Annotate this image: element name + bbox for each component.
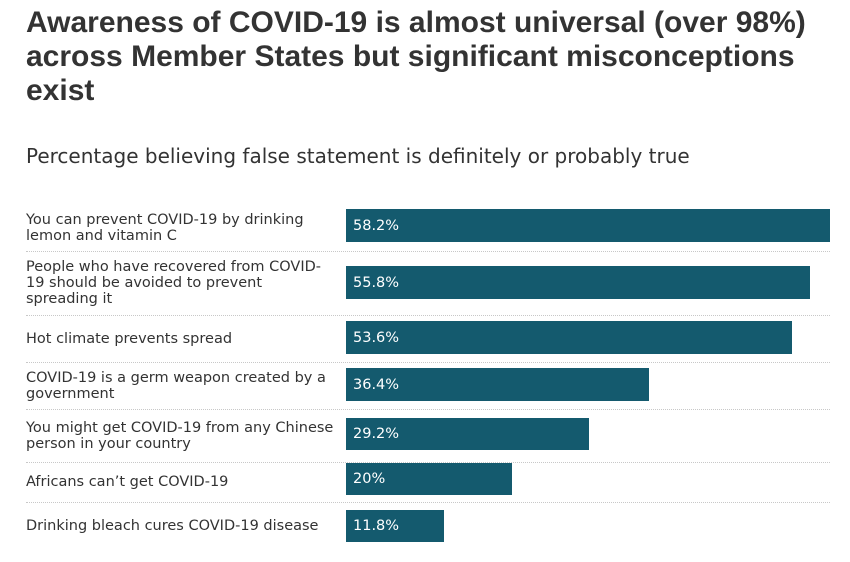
bar — [346, 368, 649, 401]
category-label: Hot climate prevents spread — [26, 330, 233, 347]
bar-value-label: 55.8% — [353, 275, 400, 291]
bar-value-label: 20% — [353, 471, 386, 487]
category-label: You can prevent COVID-19 by drinking lem… — [26, 211, 304, 244]
row-divider — [26, 362, 830, 363]
category-label: Drinking bleach cures COVID-19 disease — [26, 517, 319, 534]
bar-value-label: 53.6% — [353, 330, 400, 346]
bar — [346, 321, 792, 354]
chart-title: Awareness of COVID-19 is almost universa… — [26, 6, 806, 107]
bar-value-label: 11.8% — [353, 518, 400, 534]
category-label: You might get COVID-19 from any Chinese … — [26, 419, 334, 452]
row-divider — [26, 315, 830, 316]
bar-value-label: 29.2% — [353, 426, 400, 442]
bar — [346, 266, 810, 299]
bar-value-label: 36.4% — [353, 377, 400, 393]
bar-value-label: 58.2% — [353, 218, 400, 234]
row-divider — [26, 251, 830, 252]
bar — [346, 209, 830, 242]
bar — [346, 463, 512, 495]
category-label: COVID-19 is a germ weapon created by a g… — [26, 369, 326, 402]
category-label: Africans can’t get COVID-19 — [26, 474, 229, 490]
row-divider — [26, 409, 830, 410]
category-label: People who have recovered from COVID-19 … — [26, 259, 322, 307]
row-divider — [26, 462, 830, 463]
row-divider — [26, 502, 830, 503]
bar — [346, 418, 589, 450]
chart-subtitle: Percentage believing false statement is … — [26, 144, 690, 168]
bar — [346, 510, 444, 542]
